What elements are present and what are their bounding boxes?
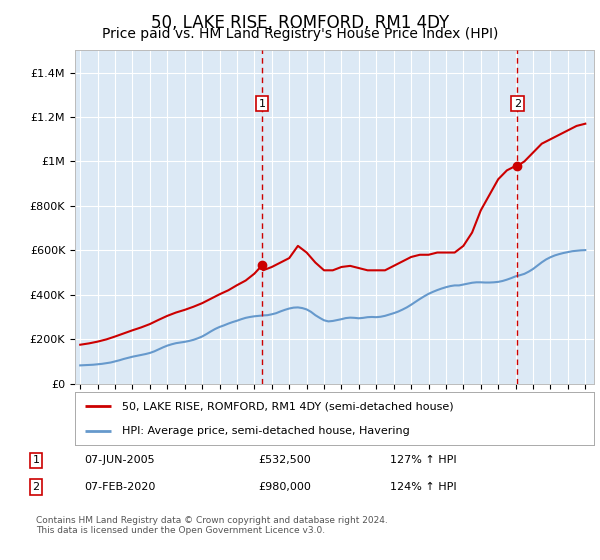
Text: 2: 2 bbox=[32, 482, 40, 492]
Text: 124% ↑ HPI: 124% ↑ HPI bbox=[390, 482, 457, 492]
Text: 1: 1 bbox=[259, 99, 266, 109]
Text: 07-FEB-2020: 07-FEB-2020 bbox=[84, 482, 155, 492]
Text: £532,500: £532,500 bbox=[258, 455, 311, 465]
Text: Contains HM Land Registry data © Crown copyright and database right 2024.
This d: Contains HM Land Registry data © Crown c… bbox=[36, 516, 388, 535]
Text: 50, LAKE RISE, ROMFORD, RM1 4DY (semi-detached house): 50, LAKE RISE, ROMFORD, RM1 4DY (semi-de… bbox=[122, 402, 454, 412]
Text: 50, LAKE RISE, ROMFORD, RM1 4DY: 50, LAKE RISE, ROMFORD, RM1 4DY bbox=[151, 14, 449, 32]
Text: £980,000: £980,000 bbox=[258, 482, 311, 492]
Text: HPI: Average price, semi-detached house, Havering: HPI: Average price, semi-detached house,… bbox=[122, 426, 409, 436]
Text: 2: 2 bbox=[514, 99, 521, 109]
Text: 07-JUN-2005: 07-JUN-2005 bbox=[84, 455, 155, 465]
Text: 127% ↑ HPI: 127% ↑ HPI bbox=[390, 455, 457, 465]
Text: 1: 1 bbox=[32, 455, 40, 465]
Text: Price paid vs. HM Land Registry's House Price Index (HPI): Price paid vs. HM Land Registry's House … bbox=[102, 27, 498, 41]
